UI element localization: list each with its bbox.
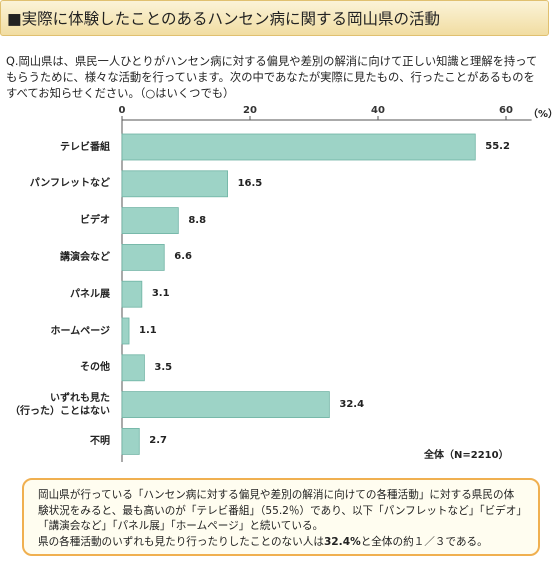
- note-text: 県の各種活動のいずれも見たり行ったりしたことのない人は32.4%と全体の約１／３…: [38, 535, 524, 551]
- note-text: 県の各種活動のいずれも見たり行ったりしたことのない人は: [38, 535, 324, 548]
- value-label: 55.2: [485, 141, 510, 152]
- bar: [121, 427, 140, 455]
- value-label: 16.5: [237, 177, 263, 189]
- x-tick-label: 0: [118, 105, 126, 116]
- bar: [121, 243, 165, 271]
- note-text: 岡山県が行っている「ハンセン病に対する偏見や差別の解消に向けての各種活動」に対す…: [38, 489, 522, 532]
- bar: [121, 391, 330, 419]
- bar: [121, 280, 143, 308]
- x-tick-label: 60: [499, 105, 513, 116]
- category-label: 不明: [90, 435, 110, 447]
- note-emphasis: 32.4%: [323, 535, 361, 548]
- bar: [121, 317, 130, 345]
- category-label: 講演会など: [60, 251, 110, 263]
- x-tick-label: 20: [243, 105, 257, 116]
- bar: [121, 207, 179, 235]
- value-label: 8.8: [188, 214, 207, 226]
- category-label: ホームページ: [50, 325, 111, 337]
- note-text: と全体の約１／３である。: [360, 535, 488, 548]
- bar: [121, 170, 228, 198]
- note: 岡山県が行っている「ハンセン病に対する偏見や差別の解消に向けての各種活動」に対す…: [22, 478, 540, 556]
- category-label: いずれも見た （行った）ことはない: [10, 392, 110, 417]
- category-label: パネル展: [70, 288, 110, 300]
- bar: [121, 133, 476, 161]
- x-tick-label: 40: [371, 105, 385, 116]
- value-label: 1.1: [139, 325, 157, 336]
- category-label: ビデオ: [80, 215, 110, 227]
- category-label: その他: [80, 362, 110, 374]
- value-label: 2.7: [149, 435, 167, 447]
- total-label: 全体（N=2210）: [424, 450, 509, 461]
- unit-label: （%）: [528, 109, 557, 120]
- value-label: 32.4: [339, 398, 365, 410]
- category-label: テレビ番組: [60, 141, 110, 153]
- value-label: 3.1: [151, 288, 170, 300]
- header-title: ■実際に体験したことのあるハンセン病に関する岡山県の活動: [0, 0, 549, 36]
- question: Q.岡山県は、県民一人ひとりがハンセン病に対する偏見や差別の解消に向けて正しい知…: [6, 55, 538, 100]
- value-label: 6.6: [174, 251, 192, 263]
- value-label: 3.5: [154, 361, 173, 373]
- bar: [121, 354, 145, 382]
- category-label: パンフレットなど: [29, 178, 110, 190]
